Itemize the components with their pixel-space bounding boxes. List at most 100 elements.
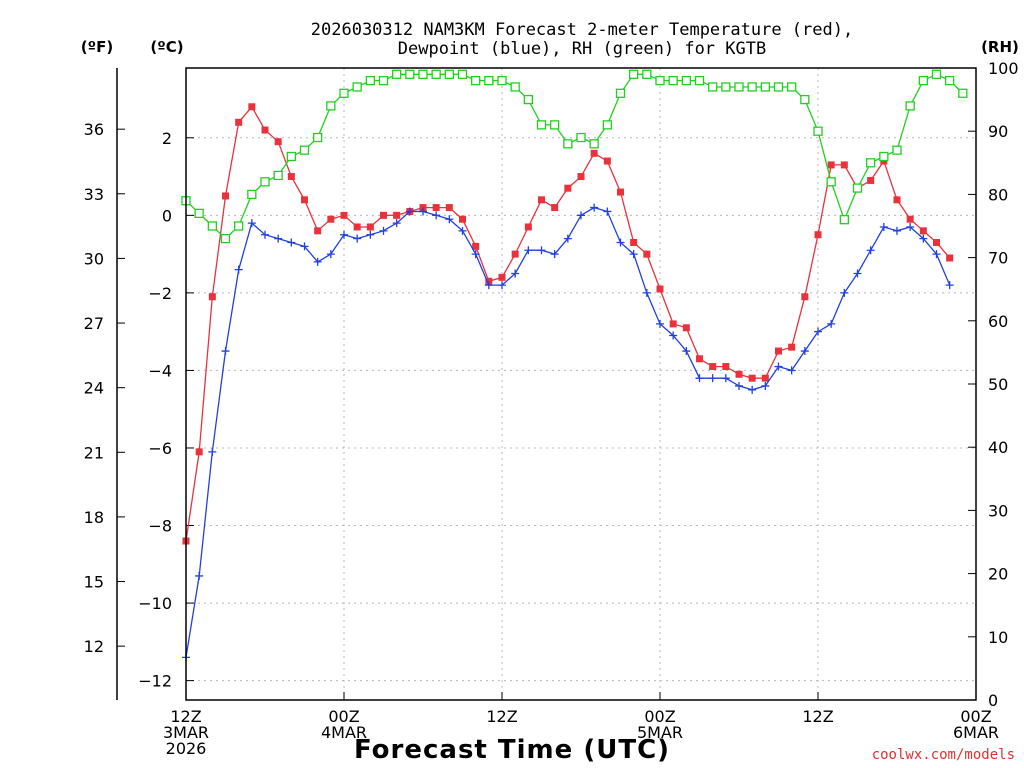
celsius-tick-label: −6 xyxy=(148,439,172,458)
data-point xyxy=(326,101,336,111)
data-point xyxy=(234,221,244,231)
data-point xyxy=(366,223,374,231)
rh-tick-label: 30 xyxy=(988,501,1008,520)
data-point xyxy=(260,177,270,187)
data-point xyxy=(313,257,322,266)
rh-tick-label: 60 xyxy=(988,312,1008,331)
x-tick-label: 5MAR xyxy=(637,723,683,742)
fahrenheit-tick-label: 30 xyxy=(84,249,104,268)
data-point xyxy=(721,374,730,383)
x-tick-label: 6MAR xyxy=(953,723,999,742)
data-point xyxy=(457,69,468,79)
data-point xyxy=(932,250,941,259)
data-point xyxy=(801,293,809,301)
data-point xyxy=(538,196,545,204)
data-point xyxy=(498,281,506,290)
data-point xyxy=(945,75,955,86)
x-tick-label: 12Z xyxy=(802,707,833,726)
data-point xyxy=(418,69,428,79)
data-point xyxy=(630,238,638,246)
data-point xyxy=(840,288,849,297)
data-point xyxy=(787,82,797,92)
data-point xyxy=(471,250,480,259)
data-point xyxy=(946,254,954,262)
data-point xyxy=(497,75,507,86)
data-point xyxy=(340,211,348,219)
fahrenheit-tick-label: 27 xyxy=(84,314,104,333)
data-point xyxy=(760,82,770,92)
data-point xyxy=(655,75,665,86)
x-axis-title: Forecast Time (UTC) xyxy=(354,735,670,765)
rh-tick-label: 50 xyxy=(988,375,1008,394)
data-point xyxy=(392,219,401,228)
fahrenheit-tick-label: 33 xyxy=(84,185,104,204)
data-point xyxy=(563,139,573,149)
chart-title-line-2: Dewpoint (blue), RH (green) for KGTB xyxy=(398,39,766,59)
data-point xyxy=(248,103,256,111)
data-point xyxy=(748,374,756,382)
data-point xyxy=(234,265,243,274)
data-point xyxy=(906,215,914,223)
data-point xyxy=(195,448,203,456)
data-point xyxy=(366,230,375,239)
data-point xyxy=(207,221,217,231)
rh-tick-label: 70 xyxy=(988,249,1008,268)
data-point xyxy=(576,132,586,143)
data-point xyxy=(931,69,942,79)
plot-frame xyxy=(185,67,977,701)
data-point xyxy=(208,447,217,456)
data-point xyxy=(722,363,730,371)
data-point xyxy=(498,273,506,281)
data-point xyxy=(603,207,612,216)
data-point xyxy=(432,204,440,212)
data-point xyxy=(656,285,664,293)
data-point xyxy=(524,246,533,255)
fahrenheit-tick-label: 18 xyxy=(84,508,104,527)
data-point xyxy=(800,347,809,356)
credit-text: coolwx.com/models xyxy=(872,747,1015,763)
data-point xyxy=(681,75,691,86)
data-point xyxy=(405,69,415,79)
celsius-tick-label: −2 xyxy=(148,284,172,303)
data-point xyxy=(787,366,796,375)
data-point xyxy=(353,234,362,243)
data-point xyxy=(696,355,703,363)
data-point xyxy=(893,196,901,204)
data-point xyxy=(747,82,757,92)
data-point xyxy=(286,151,296,162)
x-tick-label: 3MAR xyxy=(163,723,209,742)
data-point xyxy=(682,324,690,332)
data-point xyxy=(708,82,718,92)
fahrenheit-tick-label: 15 xyxy=(84,573,104,592)
data-point xyxy=(695,374,704,383)
data-point xyxy=(577,211,585,220)
data-point xyxy=(247,219,256,228)
data-point xyxy=(945,281,954,290)
grid-layer xyxy=(185,68,977,700)
data-point xyxy=(419,207,427,216)
data-point xyxy=(511,250,519,258)
data-point xyxy=(827,319,836,328)
data-point xyxy=(734,82,744,92)
data-point xyxy=(564,184,572,192)
celsius-tick-label: −10 xyxy=(138,594,172,613)
data-point xyxy=(393,211,401,219)
data-point xyxy=(365,75,375,86)
data-point xyxy=(615,88,626,98)
fahrenheit-unit-label: (ºF) xyxy=(81,38,113,56)
data-point xyxy=(879,151,889,162)
data-point xyxy=(709,363,717,371)
data-point xyxy=(471,75,481,86)
data-point xyxy=(339,88,349,98)
rh-tick-label: 80 xyxy=(988,185,1008,204)
data-point xyxy=(669,331,678,340)
fahrenheit-tick-label: 36 xyxy=(84,120,104,139)
celsius-tick-label: −4 xyxy=(148,361,172,380)
data-point xyxy=(773,82,784,92)
x-tick-label: 2026 xyxy=(166,739,207,758)
data-point xyxy=(300,242,309,251)
x-tick-label: 00Z xyxy=(328,707,359,726)
rh-tick-label: 10 xyxy=(988,628,1008,647)
rh-unit-label: (RH) xyxy=(981,38,1019,56)
celsius-tick-label: −12 xyxy=(138,672,172,691)
